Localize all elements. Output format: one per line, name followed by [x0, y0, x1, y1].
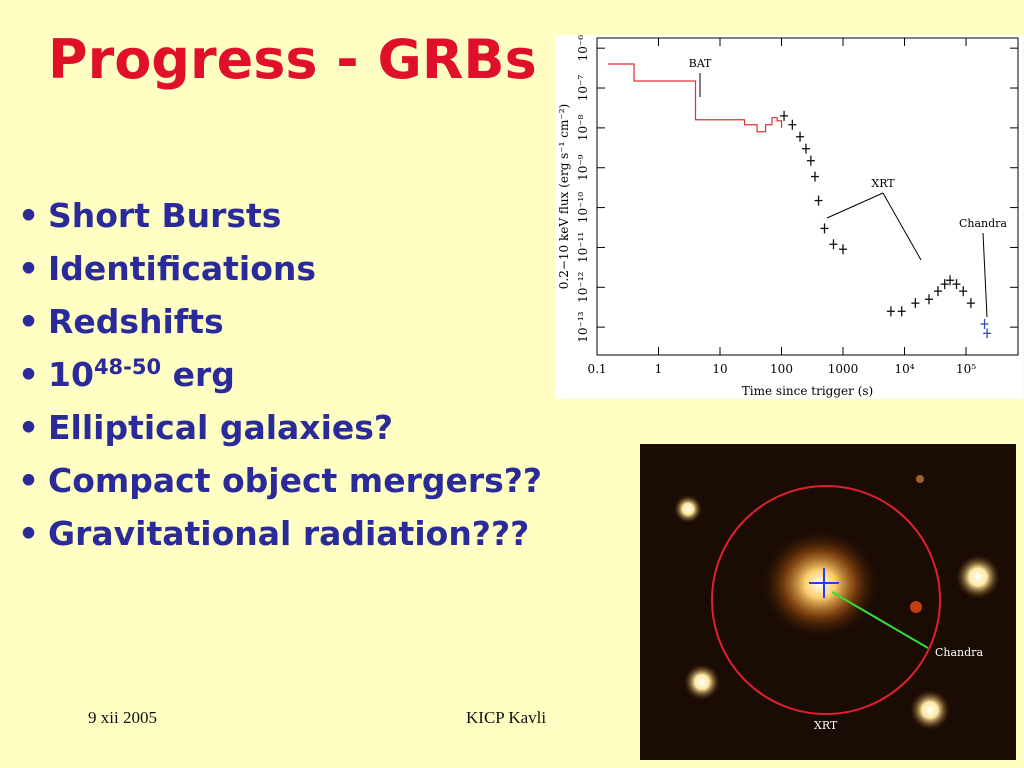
star — [910, 601, 922, 613]
xrt-error-circle — [711, 485, 941, 715]
y-tick-label: 10⁻¹³ — [576, 311, 590, 342]
x-axis-label: Time since trigger (s) — [742, 384, 873, 398]
bullet: • Gravitational radiation??? — [18, 514, 530, 553]
pointer — [831, 591, 929, 649]
bullet-text: Short Bursts — [48, 196, 282, 235]
data-point — [983, 328, 992, 339]
annotation-line — [982, 232, 988, 318]
data-point — [806, 155, 815, 166]
data-point — [780, 110, 789, 121]
x-tick-label: 100 — [770, 362, 793, 376]
y-tick-label: 10⁻⁶ — [576, 35, 590, 61]
footer-date: 9 xii 2005 — [88, 708, 157, 727]
plot-frame — [596, 37, 1019, 356]
data-point — [911, 298, 920, 309]
data-point — [829, 239, 838, 250]
data-point — [959, 286, 968, 297]
bullet: • Elliptical galaxies? — [18, 408, 394, 447]
y-axis-label: 0.2−10 keV flux (erg s⁻¹ cm⁻²) — [557, 104, 571, 289]
star — [910, 690, 950, 730]
x-tick-label: 10⁴ — [894, 362, 914, 376]
bullet-text: Gravitational radiation??? — [48, 514, 530, 553]
image-label: XRT — [814, 719, 838, 732]
plot-background — [555, 35, 1023, 399]
data-point — [810, 171, 819, 182]
bullet-text: 48-50 — [93, 355, 162, 379]
bullet-text: Elliptical galaxies? — [48, 408, 394, 447]
galaxy-image: Chandra XRT — [640, 444, 1016, 760]
y-tick-label: 10⁻¹⁰ — [576, 192, 590, 223]
image-label: Chandra — [935, 646, 983, 659]
y-tick-label: 10⁻⁹ — [576, 154, 590, 181]
star — [684, 664, 720, 700]
footer-center: KICP Kavli — [466, 708, 547, 727]
data-point — [946, 275, 955, 286]
data-point — [933, 286, 942, 297]
data-point — [886, 306, 895, 317]
x-tick-label: 10 — [712, 362, 727, 376]
star — [956, 555, 1000, 599]
bullet-text: Identifications — [48, 249, 317, 288]
data-point — [924, 294, 933, 305]
bullet-text: erg — [172, 355, 235, 394]
bullet: • 1048-50 erg — [18, 355, 235, 394]
slide-title: Progress - GRBs — [48, 28, 537, 91]
y-tick-label: 10⁻⁷ — [576, 75, 590, 102]
x-tick-label: 1000 — [828, 362, 859, 376]
bullet: • Compact object mergers?? — [18, 461, 543, 500]
light-curve-plot: 0.1 1 10 100 1000 10⁴ 10⁵ 10⁻¹³ 10⁻¹² 10⁻¹¹ 10⁻¹⁰ 1… — [555, 35, 1023, 399]
data-point — [814, 195, 823, 206]
bullet-text: 10 — [48, 355, 94, 394]
bullet: • Short Bursts — [18, 196, 282, 235]
data-point — [966, 298, 975, 309]
bat-curve — [607, 63, 783, 133]
data-point — [839, 244, 848, 255]
bullet: • Redshifts — [18, 302, 224, 341]
x-tick-label: 10⁵ — [956, 362, 976, 376]
annotation-line — [882, 192, 922, 261]
data-point — [940, 279, 949, 290]
plot-annotation: BAT — [689, 57, 712, 70]
plot-annotation: XRT — [871, 177, 895, 190]
star — [916, 475, 924, 483]
data-point — [897, 306, 906, 317]
bullet-text: Compact object mergers?? — [48, 461, 543, 500]
bullet: • Identifications — [18, 249, 317, 288]
y-tick-label: 10⁻¹¹ — [576, 232, 590, 263]
data-point — [788, 119, 797, 130]
data-point — [980, 318, 989, 329]
data-point — [801, 143, 810, 154]
annotation-line — [826, 192, 884, 219]
data-point — [796, 131, 805, 142]
x-tick-label: 0.1 — [587, 362, 606, 376]
y-tick-label: 10⁻¹² — [576, 271, 590, 302]
bullet-list: • Short Bursts • Identifications • Redshifts •… — [18, 196, 542, 567]
y-tick-label: 10⁻⁸ — [576, 114, 590, 141]
x-tick-label: 1 — [655, 362, 663, 376]
plot-annotation: Chandra — [959, 217, 1007, 230]
data-point — [820, 223, 829, 234]
star — [674, 495, 702, 523]
data-point — [952, 279, 961, 290]
bullet-text: Redshifts — [48, 302, 224, 341]
